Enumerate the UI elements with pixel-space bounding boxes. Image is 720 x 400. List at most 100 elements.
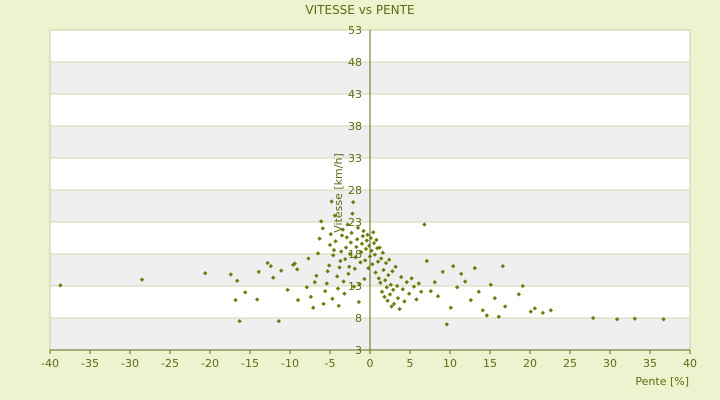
y-tick-label: 48 [348, 56, 362, 69]
data-point [409, 276, 414, 281]
data-point [58, 283, 63, 288]
data-point [348, 240, 354, 245]
data-point [386, 257, 392, 263]
x-tick-label: 5 [407, 357, 414, 370]
data-point [331, 247, 337, 253]
data-point [276, 318, 282, 324]
data-point [387, 292, 393, 297]
y-tick-label: 38 [348, 120, 362, 133]
data-point [388, 282, 394, 288]
data-point [381, 267, 386, 273]
data-point [351, 284, 357, 289]
data-point [375, 259, 381, 264]
y-tick-label: 23 [348, 216, 362, 229]
data-point [402, 299, 407, 304]
data-point [370, 261, 375, 267]
y-tick-label: 28 [348, 184, 362, 197]
data-point [306, 256, 311, 261]
data-point [476, 289, 482, 295]
data-point [468, 297, 474, 303]
data-point [340, 227, 346, 232]
data-point [661, 316, 666, 322]
data-point [380, 250, 386, 256]
data-point [472, 265, 478, 271]
data-point [357, 281, 362, 287]
y-tick-label: 43 [348, 88, 362, 101]
y-tick-label: 53 [348, 24, 362, 37]
data-point [356, 299, 362, 305]
x-tick-label: 0 [367, 357, 374, 370]
data-point [361, 228, 366, 234]
data-point [354, 244, 359, 250]
x-tick-labels: -40 -35 -30 -25 -20 -15 -10 -5 0 5 10 15 20 25 30 35 40 [41, 350, 697, 370]
data-point [400, 286, 406, 292]
data-points [58, 199, 666, 327]
data-point [382, 294, 387, 300]
data-point [326, 263, 332, 268]
data-point [346, 271, 351, 277]
data-point [370, 229, 376, 235]
data-point [268, 263, 274, 269]
data-point [414, 297, 419, 302]
data-point [386, 272, 391, 278]
data-point [395, 295, 401, 301]
data-point [532, 306, 538, 311]
data-point [369, 248, 374, 254]
data-point [350, 211, 355, 216]
data-point [393, 264, 398, 270]
data-point [337, 265, 342, 270]
data-point [256, 269, 262, 275]
data-point [324, 281, 330, 286]
x-tick-label: 40 [683, 357, 697, 370]
data-point [334, 274, 340, 279]
data-point [360, 233, 366, 239]
x-tick-label: -5 [325, 357, 336, 370]
data-point [355, 225, 361, 231]
data-point [377, 245, 382, 250]
data-point [349, 230, 354, 236]
data-point [335, 286, 341, 291]
data-point [345, 222, 350, 227]
data-point [540, 310, 546, 316]
data-point [332, 213, 338, 218]
data-point [404, 279, 410, 285]
data-point [322, 288, 328, 294]
data-point [520, 283, 526, 289]
data-point [362, 276, 367, 282]
x-axis-title: Pente [%] [635, 375, 689, 388]
data-point [278, 268, 284, 273]
data-point [342, 256, 348, 262]
data-point [366, 243, 372, 248]
data-point [338, 258, 343, 264]
data-point [320, 226, 326, 231]
data-point [454, 284, 460, 290]
data-point [254, 297, 260, 302]
data-point [368, 235, 374, 241]
y-tick-label: 13 [348, 280, 362, 293]
data-point [202, 270, 208, 276]
data-point [448, 305, 454, 311]
data-point [390, 287, 396, 293]
data-point [308, 294, 314, 300]
data-point [383, 260, 389, 266]
data-point [371, 240, 377, 246]
data-point [353, 254, 358, 260]
data-point [330, 252, 336, 258]
y-tick-label: 8 [355, 312, 362, 325]
data-point [432, 279, 438, 285]
x-tick-label: -25 [161, 357, 179, 370]
data-point [228, 272, 234, 277]
data-point [496, 314, 502, 320]
data-point [484, 313, 490, 318]
data-point [318, 219, 324, 224]
data-point [294, 267, 300, 272]
data-point [295, 297, 301, 303]
data-point [440, 269, 446, 275]
data-point [350, 199, 356, 205]
data-point [285, 287, 290, 293]
data-point [328, 231, 334, 237]
data-point [354, 236, 360, 242]
x-tick-label: -40 [41, 357, 59, 370]
data-point [632, 316, 638, 321]
